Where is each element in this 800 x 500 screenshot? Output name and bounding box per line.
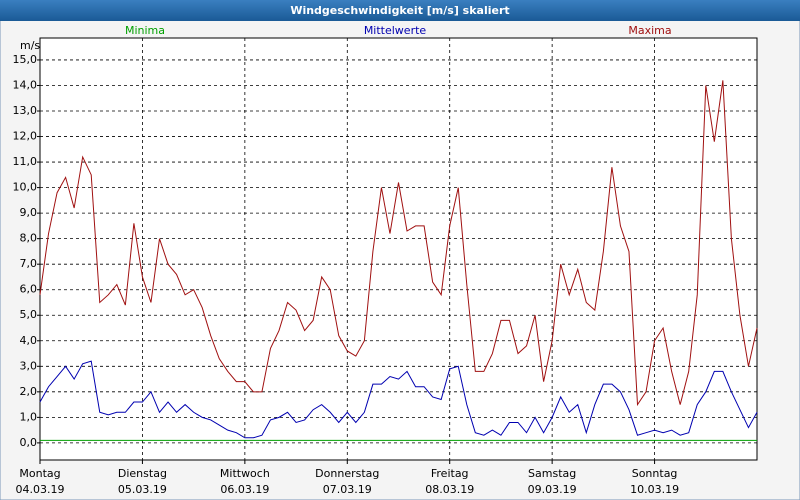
series-line <box>39 80 758 407</box>
y-tick-label: 11,0 <box>13 155 38 168</box>
x-tick-label: Dienstag <box>118 467 167 480</box>
x-tick-label: Donnerstag <box>315 467 379 480</box>
y-tick-label: 12,0 <box>13 130 38 143</box>
x-tick-label: Mittwoch <box>220 467 270 480</box>
y-tick-label: 10,0 <box>13 181 38 194</box>
y-tick-label: 7,0 <box>20 257 38 270</box>
y-tick-label: 8,0 <box>20 232 38 245</box>
x-tick-label: Sonntag <box>632 467 678 480</box>
y-axis-label: m/s <box>20 39 40 52</box>
y-tick-label: 5,0 <box>20 308 38 321</box>
series-line <box>39 360 758 439</box>
y-tick-label: 3,0 <box>20 359 38 372</box>
y-tick-label: 4,0 <box>20 334 38 347</box>
x-tick-label: Freitag <box>431 467 469 480</box>
y-tick-label: 1,0 <box>20 410 38 423</box>
chart-title: Windgeschwindigkeit [m/s] skaliert <box>290 4 509 17</box>
y-tick-label: 9,0 <box>20 206 38 219</box>
legend-entry: Maxima <box>628 24 671 37</box>
x-tick-date: 06.03.19 <box>220 483 269 496</box>
y-tick-label: 13,0 <box>13 104 38 117</box>
x-tick-label: Montag <box>19 467 60 480</box>
y-tick-label: 6,0 <box>20 283 38 296</box>
y-tick-label: 0,0 <box>20 436 38 449</box>
plot-area <box>39 37 758 461</box>
x-tick-date: 07.03.19 <box>323 483 372 496</box>
x-tick-label: Samstag <box>528 467 576 480</box>
y-tick-label: 15,0 <box>13 53 38 66</box>
x-tick-date: 09.03.19 <box>528 483 577 496</box>
x-tick-date: 05.03.19 <box>118 483 167 496</box>
y-tick-label: 14,0 <box>13 78 38 91</box>
title-bar <box>0 0 800 21</box>
legend-entry: Mittelwerte <box>364 24 427 37</box>
x-tick-date: 08.03.19 <box>425 483 474 496</box>
y-tick-label: 2,0 <box>20 385 38 398</box>
legend-entry: Minima <box>125 24 165 37</box>
x-tick-date: 10.03.19 <box>630 483 679 496</box>
x-tick-date: 04.03.19 <box>16 483 65 496</box>
